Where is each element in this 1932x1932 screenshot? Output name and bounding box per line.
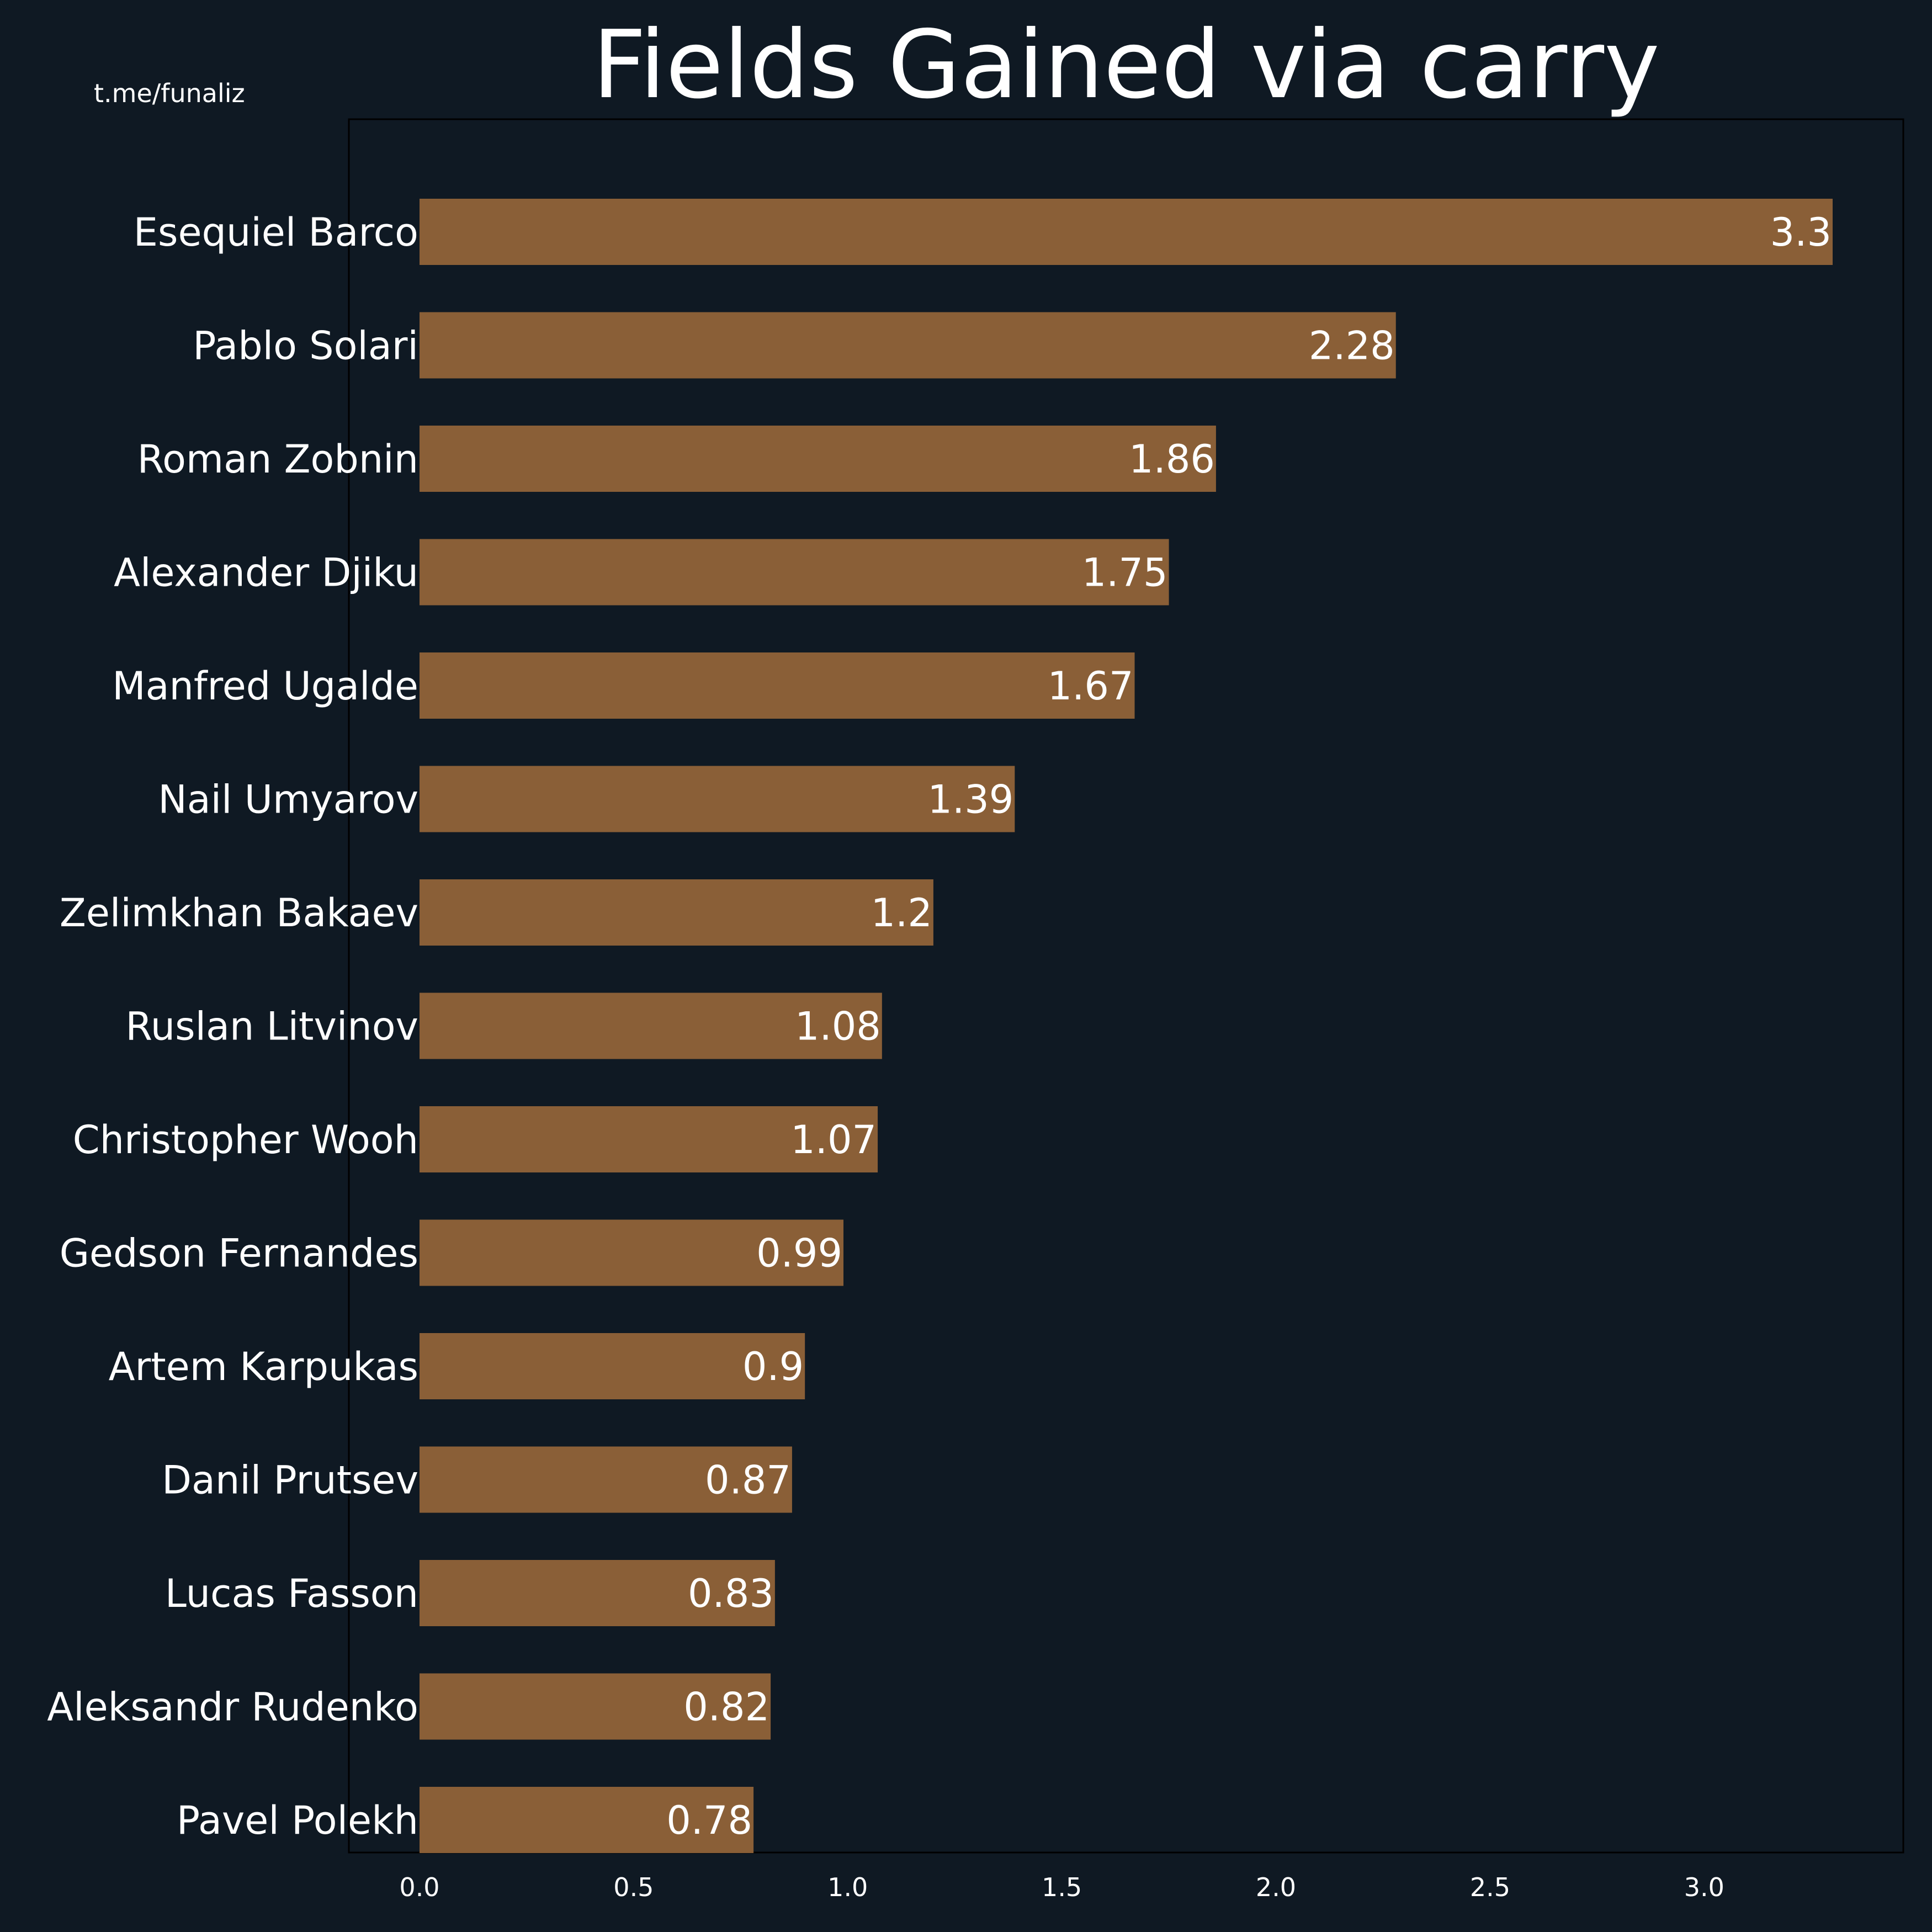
value-label: 1.75 <box>1082 550 1168 596</box>
category-label: Pavel Polekh <box>177 1798 418 1843</box>
category-label: Esequiel Barco <box>134 210 418 255</box>
x-tick-label: 2.0 <box>1256 1872 1296 1902</box>
bar <box>420 199 1833 265</box>
x-tick-label: 0.0 <box>399 1872 439 1902</box>
value-label: 0.83 <box>688 1571 774 1616</box>
bar <box>420 1106 878 1172</box>
category-label: Christopher Wooh <box>73 1117 418 1163</box>
bar <box>420 312 1396 379</box>
category-label: Pablo Solari <box>193 323 418 369</box>
value-label: 1.39 <box>927 777 1013 822</box>
bars-layer <box>420 199 1833 1853</box>
value-label: 1.2 <box>871 890 932 936</box>
value-labels: 3.3 2.28 1.86 1.75 1.67 1.39 1.2 1.08 1.07 0.99 0.… <box>666 210 1832 1843</box>
plot-frame <box>348 118 1904 1854</box>
category-label: Nail Umyarov <box>158 777 418 822</box>
value-label: 0.82 <box>683 1685 769 1730</box>
x-tick-label: 2.5 <box>1470 1872 1510 1902</box>
category-label: Danil Prutsev <box>162 1458 418 1503</box>
value-label: 2.28 <box>1309 323 1395 369</box>
bar <box>420 992 882 1059</box>
x-tick-label: 1.0 <box>827 1872 868 1902</box>
value-label: 0.9 <box>742 1344 804 1389</box>
category-label: Manfred Ugalde <box>112 664 418 709</box>
category-labels: Esequiel Barco Pablo Solari Roman Zobnin Al… <box>47 210 418 1843</box>
bar <box>420 1219 843 1286</box>
chart-title: Fields Gained via carry <box>592 10 1660 120</box>
category-label: Zelimkhan Bakaev <box>60 890 418 936</box>
value-label: 1.67 <box>1048 664 1134 709</box>
category-label: Lucas Fasson <box>165 1571 418 1616</box>
value-label: 1.07 <box>790 1117 877 1163</box>
bar <box>420 1560 775 1626</box>
bar <box>420 539 1169 606</box>
value-label: 0.87 <box>705 1458 791 1503</box>
bar <box>420 652 1135 719</box>
bar <box>420 879 933 946</box>
x-tick-label: 3.0 <box>1684 1872 1724 1902</box>
bar <box>420 426 1216 492</box>
category-label: Roman Zobnin <box>137 437 418 482</box>
bar <box>420 1446 792 1513</box>
value-label: 0.78 <box>666 1798 752 1843</box>
category-label: Artem Karpukas <box>109 1344 418 1389</box>
bar <box>420 1787 754 1853</box>
bar <box>420 766 1015 832</box>
value-label: 3.3 <box>1770 210 1832 255</box>
watermark-text: t.me/funaliz <box>94 78 245 108</box>
category-label: Aleksandr Rudenko <box>47 1685 418 1730</box>
category-label: Alexander Djiku <box>114 550 418 596</box>
category-label: Ruslan Litvinov <box>125 1004 418 1049</box>
value-label: 1.86 <box>1129 437 1215 482</box>
category-label: Gedson Fernandes <box>60 1231 418 1276</box>
value-label: 0.99 <box>756 1231 842 1276</box>
x-tick-label: 1.5 <box>1042 1872 1082 1902</box>
value-label: 1.08 <box>795 1004 881 1049</box>
bar <box>420 1673 771 1740</box>
x-axis-ticks: 0.0 0.5 1.0 1.5 2.0 2.5 3.0 <box>399 1872 1724 1902</box>
x-tick-label: 0.5 <box>613 1872 654 1902</box>
bar <box>420 1333 805 1399</box>
